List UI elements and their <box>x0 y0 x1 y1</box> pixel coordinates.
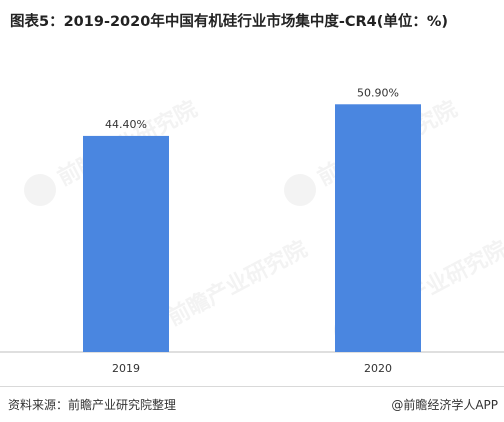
watermark-logo-icon <box>284 174 316 206</box>
footer-divider <box>0 386 504 387</box>
watermark-logo-icon <box>23 174 56 206</box>
watermark-text: 前瞻产业研究院 <box>163 236 311 331</box>
brand-label: @前瞻经济学人APP <box>391 398 498 412</box>
data-label-2020: 50.90% <box>357 86 399 99</box>
bar-chart: 前瞻产业研究院 前瞻产业研究院 前瞻产业研究院 前瞻产业研究院 44.40%20… <box>0 86 504 375</box>
chart-title: 图表5：2019-2020年中国有机硅行业市场集中度-CR4(单位：%) <box>10 14 449 30</box>
data-label-2019: 44.40% <box>105 118 147 131</box>
bar-2020 <box>335 104 421 352</box>
source-note: 资料来源：前瞻产业研究院整理 <box>8 398 177 412</box>
x-tick-label-2019: 2019 <box>112 362 140 375</box>
bar-2019 <box>83 135 169 352</box>
x-tick-label-2020: 2020 <box>364 362 392 375</box>
